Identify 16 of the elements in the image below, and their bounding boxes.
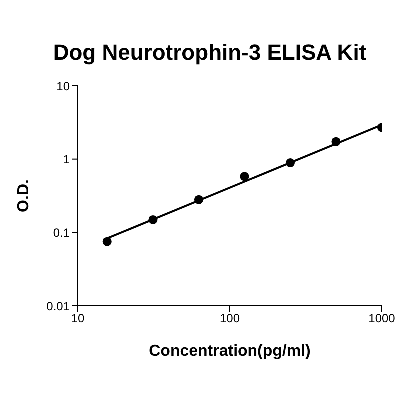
y-axis-title: O.D. <box>16 180 33 212</box>
point <box>332 137 341 146</box>
point <box>148 215 158 224</box>
x-axis-title: Concentration(pg/ml) <box>149 343 311 360</box>
y-tick-label: 0.1 <box>53 226 70 240</box>
y-tick-label: 0.01 <box>46 299 70 314</box>
y-tick-label: 10 <box>56 79 70 94</box>
point <box>240 172 250 182</box>
point <box>102 237 112 246</box>
x-tick-label: 10 <box>71 312 85 326</box>
point <box>286 158 295 168</box>
chart-title: Dog Neurotrophin-3 ELISA Kit <box>52 40 368 66</box>
point <box>194 195 204 204</box>
x-tick-label: 1000 <box>368 312 396 326</box>
y-tick-label: 1 <box>63 152 70 167</box>
x-tick-label: 100 <box>220 312 240 326</box>
